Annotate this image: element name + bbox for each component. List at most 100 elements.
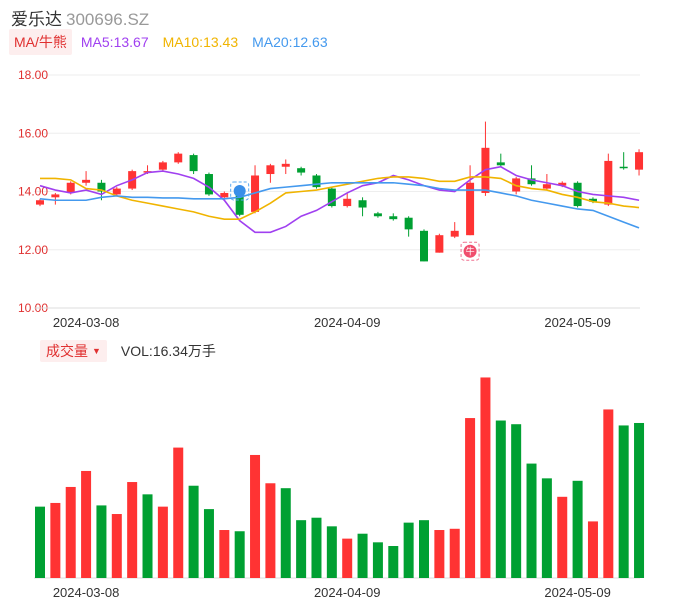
candle-body [604,160,613,205]
stock-name: 爱乐达 [11,10,62,29]
candle-body [435,235,444,253]
volume-date-axis-label: 2024-05-09 [544,585,611,600]
ma20-label: MA20:12.63 [252,34,328,50]
volume-bar [219,530,230,578]
bear-signal-icon [230,181,250,201]
volume-bar [511,424,522,578]
volume-bar [142,494,153,578]
candle-body [266,165,275,175]
date-axis-label: 2024-03-08 [53,315,120,330]
volume-bar [526,463,537,578]
ma-line-ma20 [39,181,640,229]
volume-bar [326,526,337,578]
date-axis-label: 2024-04-09 [314,315,381,330]
ma5-label: MA5:13.67 [80,34,149,50]
price-axis-label: 14.00 [18,185,48,199]
price-axis-label: 16.00 [18,126,48,140]
caret-down-icon: ▼ [92,346,101,356]
candle-body [343,198,352,207]
volume-button-label: 成交量 [46,343,88,359]
candle-body [281,163,290,167]
candle-body [373,213,382,217]
volume-toggle-button[interactable]: 成交量 ▼ [40,340,107,362]
price-axis-label: 10.00 [18,301,48,315]
candle-body [36,200,44,205]
ma-line-ma10 [40,176,640,220]
volume-bar [618,425,629,578]
marker-frame [460,241,480,261]
candle-body [619,166,628,169]
ma-line-ma5 [39,165,640,234]
volume-bar [35,506,45,578]
candle-body [450,230,459,237]
volume-bar [495,420,506,578]
stock-code: 300696.SZ [66,10,150,29]
volume-bars [35,377,645,578]
candle-body [174,153,183,163]
volume-bar [372,542,383,578]
candle-body [327,188,336,207]
volume-bar [127,482,138,578]
bull-signal-icon: 牛 [460,241,480,261]
candle-body [389,216,398,220]
volume-bar [388,546,399,578]
candle-body [573,182,582,207]
volume-bar [572,480,583,578]
volume-bar [434,530,445,578]
candle-body [358,200,367,208]
volume-bar [634,422,645,578]
candle-body [97,182,106,192]
marker-label: 牛 [466,246,475,257]
candle-body [235,194,244,215]
candle-body [158,162,167,170]
volume-bar [203,509,214,578]
marker-dot [463,244,477,258]
volume-indicator-row: 成交量 ▼ VOL:16.34万手 [40,340,216,362]
candle-body [66,182,75,193]
volume-bar [541,478,552,578]
volume-bar [50,502,61,578]
volume-bar [111,514,122,578]
date-axis-label: 2024-05-09 [544,315,611,330]
volume-bar [173,447,184,578]
volume-bar [280,488,291,578]
candle-body [466,182,475,236]
ma-indicator-row: MA/牛熊 MA5:13.67 MA10:13.43 MA20:12.63 [9,29,342,55]
volume-bar [234,531,245,578]
volume-bar [296,520,307,578]
ma-toggle-button[interactable]: MA/牛熊 [9,29,72,55]
volume-bar [603,409,614,578]
ma10-label: MA10:13.43 [162,34,239,50]
volume-bar [449,528,460,578]
volume-bar [96,505,107,578]
candle-body [297,168,306,173]
marker-frame [230,181,250,201]
volume-bar [188,485,199,578]
volume-bar [480,377,491,578]
candle-body [189,155,198,172]
candle-body [51,194,60,198]
volume-bar [465,418,476,578]
candle-body [204,174,213,195]
volume-bar [265,483,276,578]
candle-body [404,217,413,230]
marker-dot [233,184,246,197]
volume-bar [419,520,429,578]
volume-bar [81,470,92,578]
stock-title: 爱乐达 300696.SZ [11,5,149,30]
candle-body [420,230,428,262]
volume-bar [587,521,598,578]
volume-date-axis-label: 2024-04-09 [314,585,381,600]
volume-date-axis-label: 2024-03-08 [53,585,120,600]
candle-body [558,182,567,186]
candle-body [220,192,229,198]
volume-bar [357,533,368,578]
volume-bar [311,517,322,578]
volume-bar [403,522,414,578]
candle-body [635,152,644,170]
candle-body [312,175,321,188]
price-axis-label: 12.00 [18,243,48,257]
candle-body [82,179,91,183]
candle-body [527,178,536,185]
